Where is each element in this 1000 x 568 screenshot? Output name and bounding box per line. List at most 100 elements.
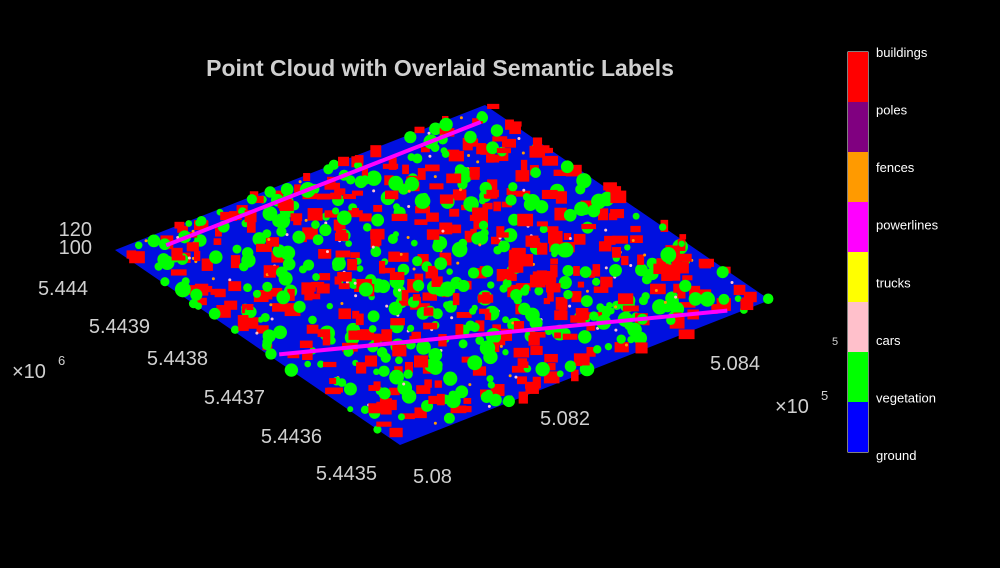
vegetation-blob bbox=[232, 244, 242, 254]
building-blob bbox=[351, 190, 364, 196]
building-blob bbox=[361, 166, 369, 178]
car-dot bbox=[397, 288, 401, 292]
building-blob bbox=[518, 391, 528, 404]
building-blob bbox=[414, 407, 427, 419]
building-blob bbox=[417, 168, 426, 180]
vegetation-blob bbox=[188, 298, 199, 309]
building-blob bbox=[630, 235, 643, 243]
building-blob bbox=[461, 356, 474, 363]
building-blob bbox=[324, 210, 339, 218]
building-blob bbox=[388, 251, 400, 262]
building-blob bbox=[545, 226, 559, 233]
vegetation-blob bbox=[505, 194, 517, 206]
building-blob bbox=[678, 253, 692, 262]
building-blob bbox=[213, 238, 222, 245]
vegetation-blob bbox=[319, 223, 332, 237]
building-blob bbox=[479, 308, 490, 314]
vegetation-blob bbox=[609, 263, 622, 277]
building-blob bbox=[327, 387, 343, 393]
vegetation-blob bbox=[429, 122, 442, 136]
building-blob bbox=[446, 173, 462, 184]
building-blob bbox=[562, 333, 578, 340]
building-blob bbox=[268, 190, 284, 197]
building-blob bbox=[224, 300, 238, 310]
vegetation-blob bbox=[332, 207, 340, 215]
building-blob bbox=[571, 291, 582, 303]
vegetation-blob bbox=[304, 360, 312, 368]
colorbar-segment bbox=[848, 102, 868, 152]
fence-dot bbox=[614, 305, 618, 309]
building-blob bbox=[177, 225, 188, 233]
building-blob bbox=[228, 281, 242, 292]
vegetation-blob bbox=[448, 390, 458, 400]
building-blob bbox=[160, 235, 174, 243]
building-blob bbox=[487, 103, 500, 109]
vegetation-blob bbox=[562, 265, 574, 277]
building-blob bbox=[525, 235, 539, 247]
building-blob bbox=[543, 371, 560, 384]
car-dot bbox=[255, 331, 259, 335]
building-blob bbox=[390, 318, 405, 326]
building-blob bbox=[368, 385, 380, 391]
vegetation-blob bbox=[190, 288, 203, 301]
vegetation-blob bbox=[460, 166, 470, 176]
building-blob bbox=[614, 342, 629, 353]
building-blob bbox=[338, 156, 350, 167]
vegetation-blob bbox=[480, 228, 489, 237]
vegetation-blob bbox=[395, 356, 403, 365]
x-tick-label: 5.08 bbox=[413, 466, 452, 488]
building-blob bbox=[553, 169, 569, 177]
building-blob bbox=[597, 208, 609, 221]
vegetation-blob bbox=[276, 226, 287, 237]
building-blob bbox=[611, 247, 621, 258]
building-blob bbox=[195, 297, 207, 306]
vegetation-blob bbox=[441, 150, 450, 158]
fence-dot bbox=[459, 188, 463, 192]
vegetation-blob bbox=[592, 277, 601, 286]
car-dot bbox=[604, 228, 608, 232]
car-dot bbox=[604, 266, 608, 270]
vegetation-blob bbox=[407, 153, 416, 162]
building-blob bbox=[635, 342, 648, 354]
building-blob bbox=[563, 233, 572, 240]
building-blob bbox=[542, 155, 559, 166]
building-blob bbox=[215, 227, 222, 237]
vegetation-blob bbox=[564, 360, 577, 373]
vegetation-blob bbox=[455, 385, 469, 399]
building-blob bbox=[316, 283, 330, 294]
vegetation-blob bbox=[451, 241, 468, 258]
colorbar-segment bbox=[848, 252, 868, 302]
building-blob bbox=[519, 361, 529, 368]
vegetation-blob bbox=[208, 307, 221, 320]
building-blob bbox=[570, 315, 586, 323]
building-blob bbox=[381, 329, 393, 335]
building-blob bbox=[426, 229, 440, 240]
building-blob bbox=[543, 273, 556, 286]
building-blob bbox=[501, 138, 517, 148]
building-blob bbox=[604, 235, 616, 245]
vegetation-blob bbox=[243, 283, 252, 293]
building-blob bbox=[496, 148, 512, 154]
vegetation-blob bbox=[370, 246, 382, 258]
building-blob bbox=[334, 232, 349, 241]
building-blob bbox=[389, 387, 400, 396]
building-blob bbox=[334, 276, 342, 285]
car-dot bbox=[427, 131, 431, 135]
fence-dot bbox=[269, 303, 273, 307]
building-blob bbox=[364, 355, 378, 367]
building-blob bbox=[525, 387, 539, 394]
building-blob bbox=[338, 283, 350, 290]
car-dot bbox=[450, 316, 454, 320]
vegetation-blob bbox=[638, 296, 648, 306]
colorbar-segment bbox=[848, 52, 868, 102]
car-dot bbox=[371, 245, 375, 249]
fence-dot bbox=[585, 289, 589, 293]
vegetation-blob bbox=[174, 281, 191, 298]
vegetation-blob bbox=[580, 295, 593, 308]
building-blob bbox=[428, 395, 440, 404]
building-blob bbox=[255, 243, 272, 252]
car-dot bbox=[285, 233, 289, 237]
vegetation-blob bbox=[440, 281, 456, 297]
vegetation-blob bbox=[632, 212, 640, 220]
building-blob bbox=[398, 300, 410, 306]
